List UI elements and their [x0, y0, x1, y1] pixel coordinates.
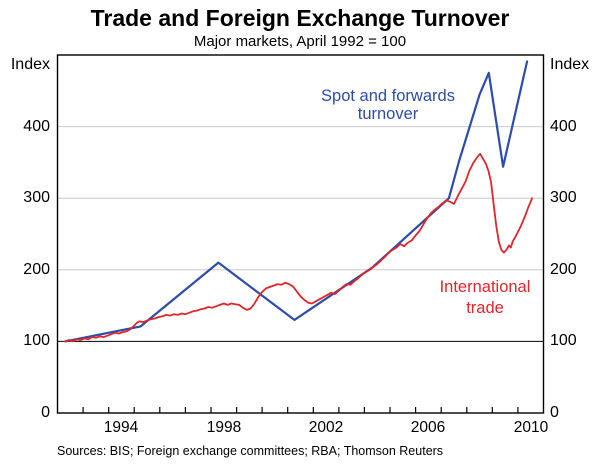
x-tick-label-2010: 2010 [513, 419, 549, 436]
series-label-trade-line2: trade [466, 299, 504, 317]
series-label-spot-and-forwards: Spot and forwards turnover [288, 87, 488, 123]
y-tick-label-left-100: 100 [23, 332, 50, 349]
series-label-spot-line1: Spot and forwards [321, 87, 455, 105]
y-axis-unit-left: Index [10, 56, 50, 73]
series-line-spot-and-forwards [64, 60, 529, 343]
chart-title: Trade and Foreign Exchange Turnover [90, 5, 510, 31]
y-tick-label-left-0: 0 [41, 404, 50, 421]
y-tick-label-right-300: 300 [550, 189, 577, 206]
x-tick-label-2006: 2006 [410, 419, 446, 436]
y-tick-label-left-200: 200 [23, 261, 50, 278]
y-tick-label-left-300: 300 [23, 189, 50, 206]
series-label-spot-line2: turnover [357, 105, 419, 123]
series-line-international-trade [64, 152, 533, 343]
chart-subtitle: Major markets, April 1992 = 100 [193, 33, 407, 50]
plot-frame [56, 54, 545, 414]
x-tick-label-1994: 1994 [103, 419, 139, 436]
y-axis-unit-right: Index [550, 56, 590, 73]
sources-note: Sources: BIS; Foreign exchange committee… [57, 444, 444, 458]
x-tick-label-1998: 1998 [206, 419, 242, 436]
x-tick-label-2002: 2002 [308, 419, 344, 436]
y-tick-label-right-200: 200 [550, 261, 577, 278]
y-tick-label-right-0: 0 [550, 404, 559, 421]
y-tick-label-right-100: 100 [550, 332, 577, 349]
series-label-trade-line1: International [439, 278, 531, 296]
series-label-international-trade: International trade [405, 277, 565, 319]
y-tick-label-right-400: 400 [550, 118, 577, 135]
y-tick-label-left-400: 400 [23, 118, 50, 135]
